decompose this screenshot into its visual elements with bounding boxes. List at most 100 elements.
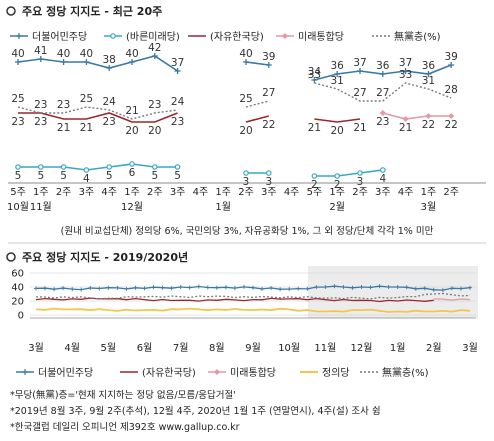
bottom-plot-area: 60 40 20 0 — [11, 266, 478, 322]
data-label: 5 — [151, 170, 158, 182]
data-label: 27 — [376, 87, 389, 99]
data-label: 3 — [243, 176, 250, 188]
data-point — [151, 285, 156, 290]
data-label: 40 — [57, 48, 70, 60]
data-point — [386, 285, 391, 289]
data-point — [431, 287, 436, 292]
data-label: 4 — [379, 173, 386, 185]
month-tick-label: 9월 — [245, 342, 261, 354]
data-label: 39 — [445, 51, 458, 63]
data-label: 23 — [34, 116, 47, 128]
data-point — [106, 285, 111, 290]
top-series-line — [382, 112, 452, 120]
data-label: 23 — [148, 99, 161, 111]
week-tick-label: 2주 — [352, 187, 368, 198]
data-label: 33 — [308, 69, 321, 81]
data-point — [129, 161, 135, 167]
month-tick-label: 3월 — [421, 201, 437, 213]
week-tick-label: 3주 — [79, 187, 95, 198]
month-tick-label: 2월 — [426, 342, 442, 354]
legend-item: 無黨층(%) — [360, 366, 429, 379]
legend-marker — [22, 369, 28, 375]
week-tick-label: 5주 — [307, 187, 323, 198]
week-tick-label: 2주 — [56, 187, 72, 198]
data-label: 41 — [34, 45, 47, 57]
bottom-series-0 — [34, 284, 472, 293]
data-label: 33 — [399, 69, 412, 81]
data-point — [448, 62, 455, 68]
bottom-series-2 — [433, 298, 471, 301]
month-tick-label: 8월 — [209, 342, 225, 354]
footnotes: *무당(無黨)층='현재 지지하는 정당 없음/모름/응답거절' *2019년 … — [10, 389, 381, 433]
data-point — [459, 286, 463, 291]
data-point — [232, 286, 237, 291]
data-label: 22 — [422, 119, 435, 131]
data-label: 25 — [80, 93, 93, 105]
month-tick-label: 12월 — [121, 201, 143, 213]
legend-marker — [214, 369, 220, 375]
data-label: 23 — [103, 116, 116, 128]
data-label: 22 — [445, 119, 458, 131]
top-series-line — [314, 118, 361, 123]
month-tick-label: 10월 — [7, 201, 29, 213]
data-point — [334, 173, 341, 179]
month-tick-label: 4월 — [64, 342, 80, 354]
data-label: 40 — [239, 48, 252, 60]
data-point — [196, 284, 201, 289]
month-tick-label: 6월 — [137, 342, 153, 354]
data-point — [395, 285, 400, 289]
top-title-group: 주요 정당 지지도 - 최근 20주 — [6, 4, 162, 18]
data-point — [15, 59, 21, 65]
bottom-chart-title: 주요 정당 지지도 - 2019/2020년 — [22, 250, 188, 264]
data-label: 38 — [103, 54, 116, 66]
data-label: 21 — [57, 122, 70, 134]
week-tick-label: 3주 — [170, 187, 186, 198]
week-tick-label: 1주 — [215, 187, 231, 198]
data-point — [334, 71, 341, 77]
top-series-line — [314, 169, 383, 177]
data-point — [60, 59, 67, 65]
week-tick-label: 4주 — [193, 187, 209, 198]
data-point — [379, 71, 386, 77]
top-series-line — [18, 112, 178, 123]
month-tick-label: 11월 — [314, 342, 336, 354]
y-tick-label: 60 — [11, 269, 24, 280]
data-point — [205, 285, 210, 290]
week-tick-label: 1주 — [329, 187, 345, 198]
legend-label: (바른미래당) — [126, 31, 180, 43]
data-point — [425, 71, 432, 77]
data-label: 20 — [239, 125, 252, 137]
week-tick-label: 1주 — [33, 187, 49, 198]
data-point — [243, 59, 249, 65]
data-label: 37 — [353, 57, 366, 69]
data-point — [34, 286, 38, 291]
legend-label: 정의당 — [322, 367, 350, 379]
data-label: 20 — [148, 125, 161, 137]
legend-marker — [110, 33, 116, 39]
data-point — [70, 287, 75, 292]
data-label: 28 — [445, 84, 458, 96]
data-point — [402, 116, 409, 122]
data-point — [15, 164, 21, 170]
data-point — [402, 68, 409, 74]
data-label: 2 — [311, 179, 318, 191]
data-point — [243, 170, 249, 176]
month-tick-label: 3월 — [462, 342, 478, 354]
data-point — [468, 285, 472, 290]
data-point — [368, 285, 373, 290]
data-point — [357, 68, 363, 74]
top-series-4: 25 23 23 25 24 21 23 24 25 27 33 31 27 27 33 31 28 — [11, 69, 458, 120]
data-point — [152, 164, 158, 170]
data-label: 2 — [334, 179, 341, 191]
bottom-legend: 더불어민주당 (자유한국당) 미래통합당 정의당 無黨층(%) — [16, 366, 429, 379]
month-tick-label: 1월 — [390, 342, 406, 354]
data-label: 23 — [376, 116, 389, 128]
data-point — [83, 59, 90, 65]
data-point — [265, 170, 272, 176]
month-tick-label: 7월 — [173, 342, 189, 354]
data-point — [178, 285, 183, 289]
data-label: 21 — [399, 122, 412, 134]
data-label: 36 — [331, 60, 345, 72]
